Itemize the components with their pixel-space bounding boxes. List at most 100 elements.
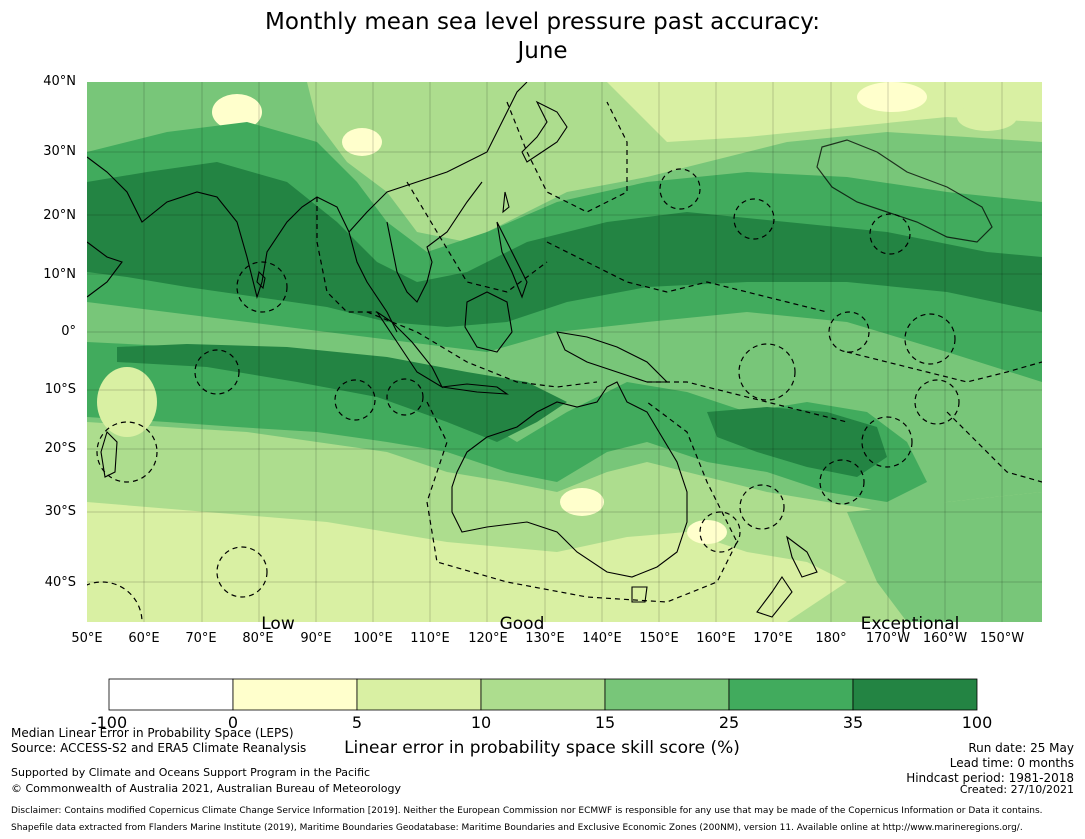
category-label-low: Low: [261, 614, 295, 634]
coast-sri-lanka: [256, 270, 266, 290]
lon-label-80e: 80°E: [242, 631, 274, 646]
colorbar: [108, 678, 978, 711]
colorbar-bin-5-10: [356, 678, 482, 711]
map-title-line1: Monthly mean sea level pressure past acc…: [265, 9, 820, 35]
colorbar-bin-10-15: [480, 678, 606, 711]
colorbar-tick-25: 25: [718, 713, 740, 732]
coast-australia: [451, 381, 688, 578]
lon-label-180: 180°: [815, 631, 847, 646]
lon-label-170w: 170°W: [865, 631, 911, 646]
coast-se-asia: [348, 82, 528, 233]
lat-label-20n: 20°N: [43, 208, 76, 223]
region-low-skill-north-pacific: [857, 82, 927, 112]
eez-maldives: [236, 261, 288, 313]
eez-melanesia: [647, 381, 848, 423]
colorbar-tick-100: 100: [961, 713, 993, 732]
region-low-skill-south-indian: [97, 367, 157, 437]
region-exceptional-core-north: [87, 162, 1042, 327]
colorbar-tick-0: 0: [227, 713, 239, 732]
footer-support: Supported by Climate and Oceans Support …: [11, 766, 371, 779]
lon-label-160w: 160°W: [922, 631, 968, 646]
colorbar-tick-15: 15: [594, 713, 616, 732]
eez-wake: [733, 198, 775, 240]
coastlines: [87, 82, 818, 618]
colorbar-bin-neg100-0: [108, 678, 234, 711]
coast-java: [441, 383, 509, 395]
category-label-good: Good: [499, 614, 545, 634]
footer-shapefile-credit: Shapefile data extracted from Flanders M…: [11, 823, 1023, 833]
lon-label-100e: 100°E: [353, 631, 393, 646]
colorbar-tick-neg100: -100: [90, 713, 128, 732]
colorbar-tick-5: 5: [351, 713, 363, 732]
region-low-skill-tasman: [687, 520, 727, 544]
colorbar-bin-35-100: [852, 678, 978, 711]
footer-leps-note: Median Linear Error in Probability Space…: [11, 726, 294, 740]
region-exceptional-core-south: [117, 344, 567, 442]
eez-kermadec: [819, 459, 865, 505]
lon-label-130e: 130°E: [525, 631, 565, 646]
lon-label-120e: 120°E: [468, 631, 508, 646]
category-label-exceptional: Exceptional: [860, 614, 960, 634]
coast-indochina: [386, 181, 483, 303]
eez-cook: [914, 379, 960, 425]
region-pale-south: [87, 502, 847, 622]
colorbar-bin-25-35: [728, 678, 854, 711]
coast-madagascar: [100, 430, 118, 478]
lat-label-30s: 30°S: [44, 504, 76, 519]
skill-score-map: [87, 82, 1042, 622]
coast-new-zealand-south: [756, 576, 793, 618]
footer-disclaimer: Disclaimer: Contains modified Copernicus…: [11, 806, 1043, 816]
footer-copyright: © Commonwealth of Australia 2021, Austra…: [11, 782, 401, 795]
lat-label-40s: 40°S: [44, 575, 76, 590]
lon-label-150e: 150°E: [639, 631, 679, 646]
lon-label-60e: 60°E: [128, 631, 160, 646]
eez-tonga: [861, 416, 913, 468]
footer-lead-time: Lead time: 0 months: [949, 756, 1074, 770]
lon-label-90e: 90°E: [300, 631, 332, 646]
region-dark-south-east: [847, 492, 1042, 622]
coast-japan: [521, 100, 568, 163]
lon-label-50e: 50°E: [71, 631, 103, 646]
lat-label-40n: 40°N: [43, 74, 76, 89]
eez-norfolk: [739, 484, 785, 530]
lon-label-160e: 160°E: [696, 631, 736, 646]
colorbar-tick-10: 10: [470, 713, 492, 732]
lat-label-30n: 30°N: [43, 144, 76, 159]
footer-created-date: Created: 27/10/2021: [959, 783, 1074, 796]
region-low-skill-tasman-2: [560, 488, 604, 516]
lon-label-70e: 70°E: [185, 631, 217, 646]
eez-polynesia: [846, 351, 1042, 383]
region-low-skill-tibet: [212, 94, 262, 130]
eez-marcus: [659, 168, 701, 210]
eez-micronesia: [546, 241, 828, 313]
colorbar-bin-15-25: [604, 678, 730, 711]
eez-reunion: [216, 546, 268, 598]
coast-sumatra: [376, 311, 444, 389]
eez-tuvalu: [738, 343, 796, 401]
eez-pacific-east: [946, 411, 1042, 483]
lon-label-150w: 150°W: [979, 631, 1025, 646]
lon-label-170e: 170°E: [753, 631, 793, 646]
coast-africa-horn: [87, 241, 123, 298]
region-low-skill-china: [342, 128, 382, 156]
lon-label-140e: 140°E: [582, 631, 622, 646]
region-low-skill-north-pacific-2: [957, 103, 1017, 131]
eez-chagos: [194, 349, 240, 395]
eez-christmas: [386, 378, 424, 416]
eez-johnston: [869, 213, 911, 255]
lat-label-0: 0°: [61, 324, 76, 339]
lon-label-110e: 110°E: [410, 631, 450, 646]
region-pale-north-pacific: [607, 82, 1042, 142]
eez-boundaries: [87, 101, 1042, 622]
coast-taiwan: [502, 191, 510, 214]
coast-arabia-india: [87, 156, 398, 333]
colorbar-bin-0-5: [232, 678, 358, 711]
eez-lord-howe: [699, 511, 741, 553]
colorbar-label: Linear error in probability space skill …: [344, 738, 740, 758]
colorbar-tick-35: 35: [842, 713, 864, 732]
eez-china-sea: [406, 181, 548, 293]
lat-label-10n: 10°N: [43, 267, 76, 282]
lat-label-10s: 10°S: [44, 382, 76, 397]
eez-cocos: [334, 379, 376, 421]
eez-indonesia: [366, 311, 598, 388]
